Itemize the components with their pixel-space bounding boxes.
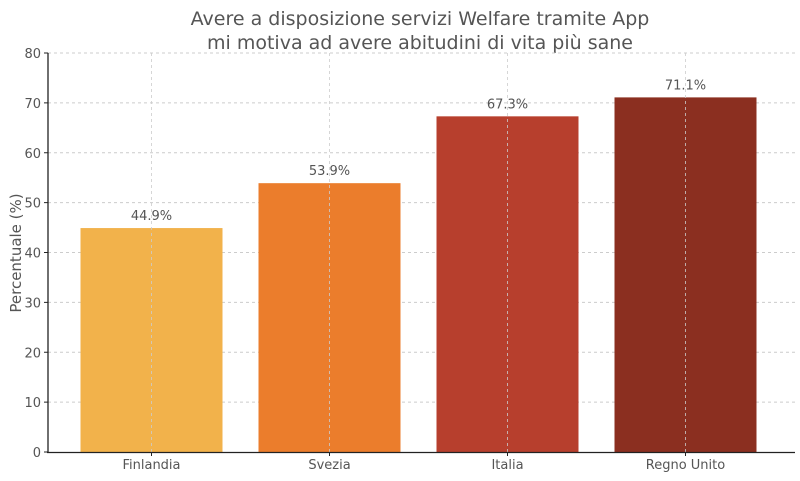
y-tick-label: 30 [24, 296, 41, 311]
bar-finlandia [80, 228, 223, 452]
y-tick-label: 20 [24, 346, 41, 361]
x-axis-ticks: Finlandia Svezia Italia Regno Unito [122, 452, 725, 473]
x-tick-label: Regno Unito [646, 458, 725, 473]
data-label: 67.3% [487, 97, 528, 112]
chart-title-line-1: Avere a disposizione servizi Welfare tra… [191, 8, 650, 30]
data-label: 71.1% [665, 78, 706, 93]
chart-title-line-2: mi motiva ad avere abitudini di vita più… [207, 32, 633, 54]
y-tick-label: 40 [24, 247, 41, 262]
y-tick-label: 0 [33, 446, 41, 461]
data-labels: 44.9% 53.9% 67.3% 71.1% [131, 78, 706, 224]
x-tick-label: Svezia [308, 458, 350, 473]
y-tick-label: 70 [24, 97, 41, 112]
data-label: 53.9% [309, 164, 350, 179]
y-tick-label: 10 [24, 396, 41, 411]
y-tick-label: 50 [24, 197, 41, 212]
y-tick-label: 80 [24, 47, 41, 62]
x-tick-label: Italia [491, 458, 523, 473]
vertical-grid [151, 53, 686, 452]
data-label: 44.9% [131, 209, 172, 224]
grid [48, 52, 795, 403]
y-axis-label: Percentuale (%) [7, 193, 25, 312]
y-axis-ticks: 0 10 20 30 40 50 60 70 80 [24, 47, 48, 461]
bars [80, 97, 757, 453]
x-tick-label: Finlandia [122, 458, 180, 473]
y-tick-label: 60 [24, 147, 41, 162]
